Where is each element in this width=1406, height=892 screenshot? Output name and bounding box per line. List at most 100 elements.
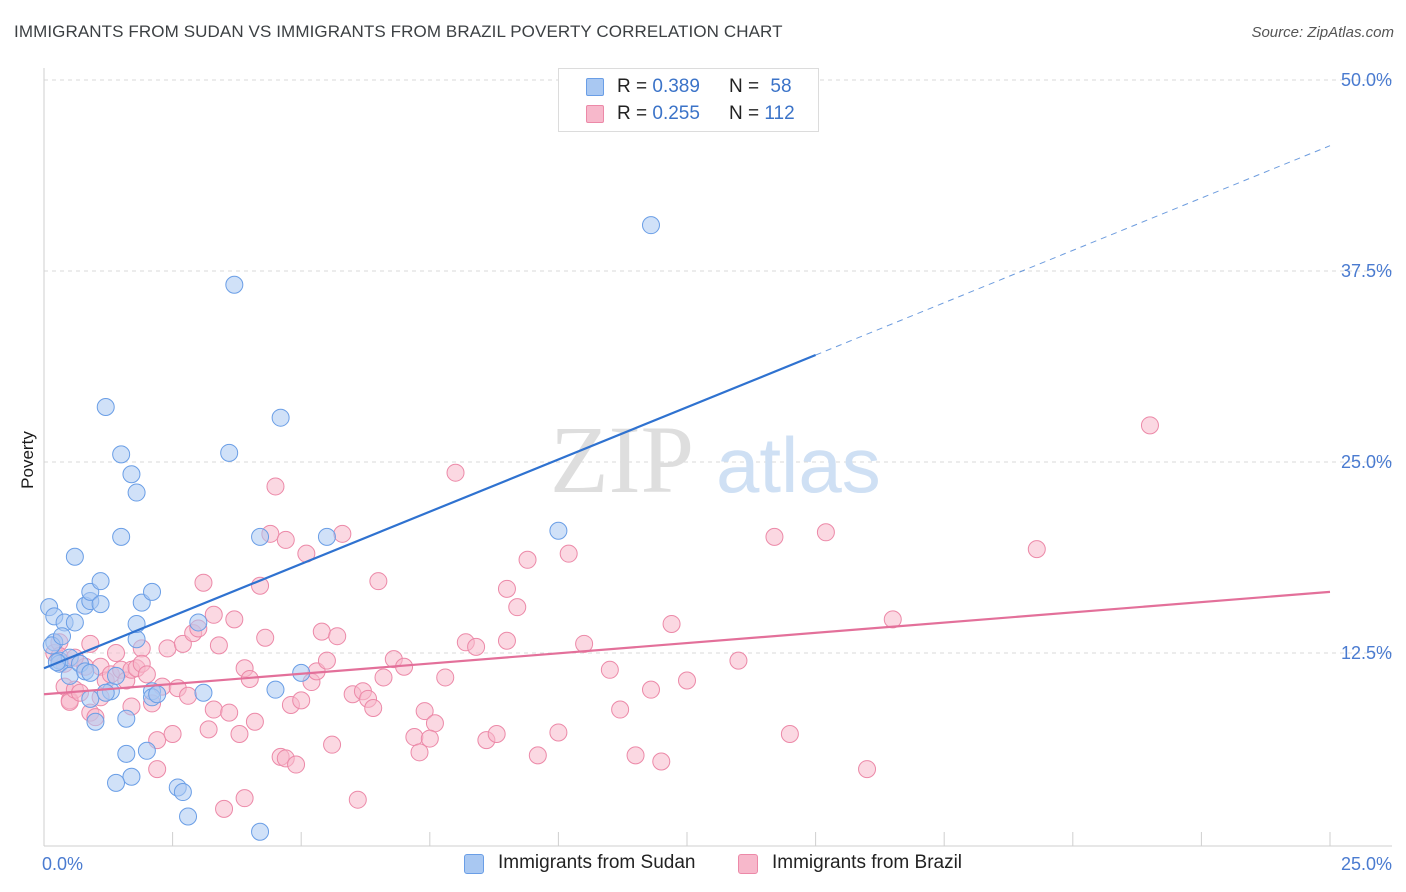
point-brazil xyxy=(652,752,671,771)
point-brazil xyxy=(312,622,331,641)
point-sudan xyxy=(107,666,126,685)
point-sudan xyxy=(112,445,131,464)
legend-r-value-brazil: 0.255 xyxy=(652,103,700,124)
point-brazil xyxy=(1140,416,1159,435)
point-sudan xyxy=(317,527,336,546)
point-brazil xyxy=(204,700,223,719)
point-sudan xyxy=(266,680,285,699)
point-brazil xyxy=(467,637,486,656)
point-brazil xyxy=(425,714,444,733)
point-brazil xyxy=(528,746,547,765)
point-sudan xyxy=(225,275,244,294)
point-brazil xyxy=(1027,540,1046,559)
point-sudan xyxy=(117,744,136,763)
point-sudan xyxy=(65,613,84,632)
point-brazil xyxy=(266,477,285,496)
point-sudan xyxy=(251,822,270,841)
point-brazil xyxy=(328,627,347,646)
series-legend: Immigrants from Sudan Immigrants from Br… xyxy=(0,852,1406,878)
trend-line-extension-sudan xyxy=(815,145,1331,356)
trend-line-sudan xyxy=(43,354,817,670)
legend-r-label: R = xyxy=(617,76,653,97)
legend-n-value-brazil: 112 xyxy=(764,103,795,124)
point-brazil xyxy=(641,680,660,699)
point-brazil xyxy=(497,631,516,650)
point-brazil xyxy=(611,700,630,719)
legend-r-label: R = xyxy=(617,103,653,124)
point-brazil xyxy=(215,799,234,818)
source-label: Source: ZipAtlas.com xyxy=(1251,24,1394,41)
legend-label-brazil: Immigrants from Brazil xyxy=(772,852,963,873)
y-tick-label: 37.5% xyxy=(1341,261,1392,281)
point-sudan xyxy=(148,685,167,704)
point-sudan xyxy=(143,582,162,601)
point-sudan xyxy=(96,397,115,416)
point-sudan xyxy=(117,709,136,728)
point-brazil xyxy=(518,550,537,569)
point-brazil xyxy=(256,628,275,647)
point-brazil xyxy=(333,524,352,543)
legend-swatch-sudan xyxy=(464,854,484,874)
point-brazil xyxy=(235,789,254,808)
point-brazil xyxy=(323,735,342,754)
watermark-atlas: atlas xyxy=(716,421,881,509)
point-brazil xyxy=(137,665,156,684)
point-brazil xyxy=(765,527,784,546)
point-brazil xyxy=(276,530,295,549)
point-brazil xyxy=(858,760,877,779)
legend-n-label: N = xyxy=(729,103,765,124)
chart-title: IMMIGRANTS FROM SUDAN VS IMMIGRANTS FROM… xyxy=(14,22,783,41)
point-brazil xyxy=(410,743,429,762)
point-sudan xyxy=(91,572,110,591)
point-brazil xyxy=(348,790,367,809)
point-brazil xyxy=(405,728,424,747)
y-tick-label: 50.0% xyxy=(1341,70,1392,90)
point-sudan xyxy=(53,627,72,646)
point-brazil xyxy=(446,463,465,482)
point-brazil xyxy=(415,702,434,721)
point-brazil xyxy=(436,668,455,687)
point-brazil xyxy=(883,610,902,629)
point-sudan xyxy=(189,613,208,632)
point-sudan xyxy=(271,408,290,427)
point-brazil xyxy=(508,598,527,617)
point-sudan xyxy=(122,767,141,786)
point-brazil xyxy=(225,610,244,629)
point-brazil xyxy=(158,639,177,658)
point-brazil xyxy=(107,644,126,662)
gridlines xyxy=(44,79,1392,654)
point-brazil xyxy=(497,579,516,598)
point-brazil xyxy=(559,544,578,563)
point-sudan xyxy=(251,527,270,546)
point-brazil xyxy=(600,660,619,679)
point-brazil xyxy=(487,724,506,743)
legend-label-sudan: Immigrants from Sudan xyxy=(498,852,696,873)
point-sudan xyxy=(81,689,100,708)
point-brazil xyxy=(317,651,336,670)
point-sudan xyxy=(91,595,110,614)
point-sudan xyxy=(220,443,239,462)
point-sudan xyxy=(641,216,660,235)
point-sudan xyxy=(86,712,105,731)
point-brazil xyxy=(163,724,182,743)
point-brazil xyxy=(729,651,748,670)
x-tick-label-max: 25.0% xyxy=(1341,854,1392,874)
point-sudan xyxy=(179,807,198,826)
point-brazil xyxy=(420,729,439,748)
point-sudan xyxy=(173,783,192,802)
point-sudan xyxy=(112,527,131,546)
legend-r-value-sudan: 0.389 xyxy=(652,76,700,97)
point-brazil xyxy=(209,636,228,655)
point-brazil xyxy=(148,760,167,779)
tick-labels: 12.5% 25.0% 37.5% 50.0% 0.0% 25.0% xyxy=(42,70,1392,874)
point-sudan xyxy=(137,741,156,760)
legend-swatch-brazil xyxy=(586,105,604,123)
point-sudan xyxy=(194,683,213,702)
point-sudan xyxy=(96,683,115,702)
y-tick-label: 12.5% xyxy=(1341,643,1392,663)
axes xyxy=(43,68,1392,847)
y-tick-label: 25.0% xyxy=(1341,452,1392,472)
watermark-zip: ZIP xyxy=(550,406,694,513)
legend-n-value-sudan: 58 xyxy=(770,76,792,97)
legend-swatch-sudan xyxy=(586,78,604,96)
